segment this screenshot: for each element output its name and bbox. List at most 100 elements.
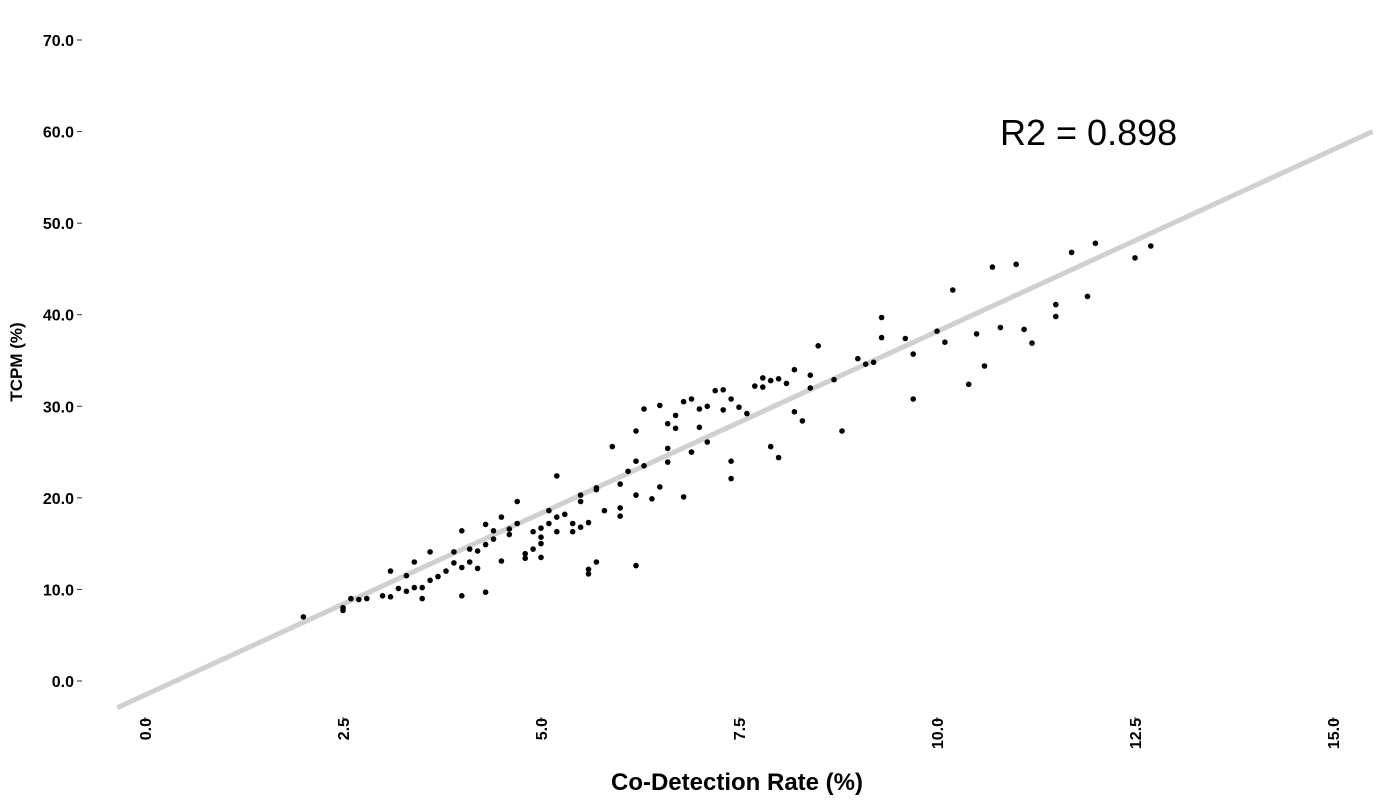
x-tick-label: 5.0	[534, 718, 551, 740]
data-point	[1021, 326, 1027, 333]
data-point	[664, 420, 671, 427]
data-point	[657, 484, 663, 490]
data-point	[760, 384, 766, 390]
data-point	[340, 604, 346, 611]
data-point	[1148, 243, 1154, 249]
data-point	[403, 588, 410, 595]
data-point	[538, 554, 544, 561]
data-point	[459, 528, 465, 534]
data-point	[649, 496, 655, 502]
data-point	[657, 402, 663, 409]
y-tick-label: 70.0	[43, 33, 74, 50]
data-point	[839, 428, 845, 434]
data-point	[1092, 240, 1099, 247]
data-point	[633, 562, 639, 569]
data-point	[585, 519, 592, 526]
data-point	[411, 559, 418, 565]
points-layer	[300, 240, 1154, 620]
data-point	[498, 514, 505, 520]
data-point	[617, 481, 623, 487]
data-point	[419, 595, 426, 602]
data-point	[403, 572, 410, 579]
data-point	[680, 398, 687, 405]
data-point	[514, 520, 520, 527]
data-point	[862, 361, 869, 368]
data-point	[791, 409, 798, 415]
data-point	[601, 507, 608, 514]
data-point	[696, 406, 703, 412]
data-point	[585, 571, 592, 577]
data-point	[680, 494, 687, 500]
data-point	[522, 550, 528, 557]
data-point	[672, 412, 679, 419]
data-point	[569, 528, 576, 535]
x-tick-label: 12.5	[1128, 718, 1145, 749]
data-point	[427, 577, 433, 584]
data-point	[878, 314, 885, 321]
data-point	[474, 548, 481, 554]
data-point	[775, 376, 782, 382]
data-point	[577, 492, 584, 498]
x-tick-label: 10.0	[930, 718, 947, 749]
data-point	[474, 565, 481, 572]
data-point	[617, 505, 623, 511]
data-point	[1084, 293, 1091, 300]
data-point	[395, 585, 402, 592]
data-point	[664, 459, 671, 465]
x-tick-label: 0.0	[138, 718, 155, 740]
data-point	[554, 514, 560, 520]
data-point	[728, 396, 734, 402]
data-point	[577, 524, 584, 530]
data-point	[775, 454, 782, 461]
data-point	[760, 375, 766, 381]
data-point	[435, 573, 441, 580]
data-point	[451, 560, 457, 566]
data-point	[767, 377, 774, 384]
data-point	[934, 328, 940, 335]
data-point	[855, 355, 861, 362]
data-point	[989, 264, 996, 270]
data-point	[688, 449, 695, 455]
data-point	[490, 536, 497, 542]
data-point	[443, 568, 449, 574]
data-point	[554, 473, 560, 479]
data-point	[419, 584, 426, 591]
data-point	[466, 559, 473, 565]
data-point	[498, 558, 505, 564]
data-point	[451, 549, 457, 555]
data-point	[767, 443, 774, 450]
data-point	[482, 521, 489, 528]
data-point	[1068, 249, 1075, 256]
data-point	[704, 439, 711, 445]
data-point	[514, 498, 520, 505]
data-point	[530, 528, 536, 535]
data-point	[815, 343, 821, 349]
data-point	[562, 511, 568, 518]
data-point	[688, 396, 695, 402]
y-tick-label: 50.0	[43, 216, 74, 233]
y-axis-title: TCPM (%)	[7, 322, 26, 401]
data-point	[1132, 255, 1138, 261]
data-point	[609, 443, 616, 450]
data-point	[633, 492, 639, 498]
data-point	[593, 486, 600, 493]
data-point	[364, 595, 370, 602]
x-axis: 0.0 2.5 5.0 7.5 10.0 12.5 15.0	[138, 717, 1343, 749]
y-tick-label: 40.0	[43, 308, 74, 325]
data-point	[387, 594, 394, 600]
x-tick-label: 15.0	[1326, 718, 1343, 749]
data-point	[878, 334, 885, 341]
data-point	[831, 376, 837, 383]
regression-line	[116, 129, 1374, 711]
data-point	[459, 564, 465, 571]
data-point	[728, 475, 734, 482]
data-point	[633, 428, 639, 434]
y-tick-label: 30.0	[43, 399, 74, 416]
data-point	[807, 372, 814, 379]
data-point	[522, 555, 528, 562]
data-point	[538, 525, 544, 531]
y-tick-label: 10.0	[43, 582, 74, 599]
data-point	[870, 359, 877, 366]
data-point	[736, 404, 742, 411]
y-tick-label: 60.0	[43, 125, 74, 142]
